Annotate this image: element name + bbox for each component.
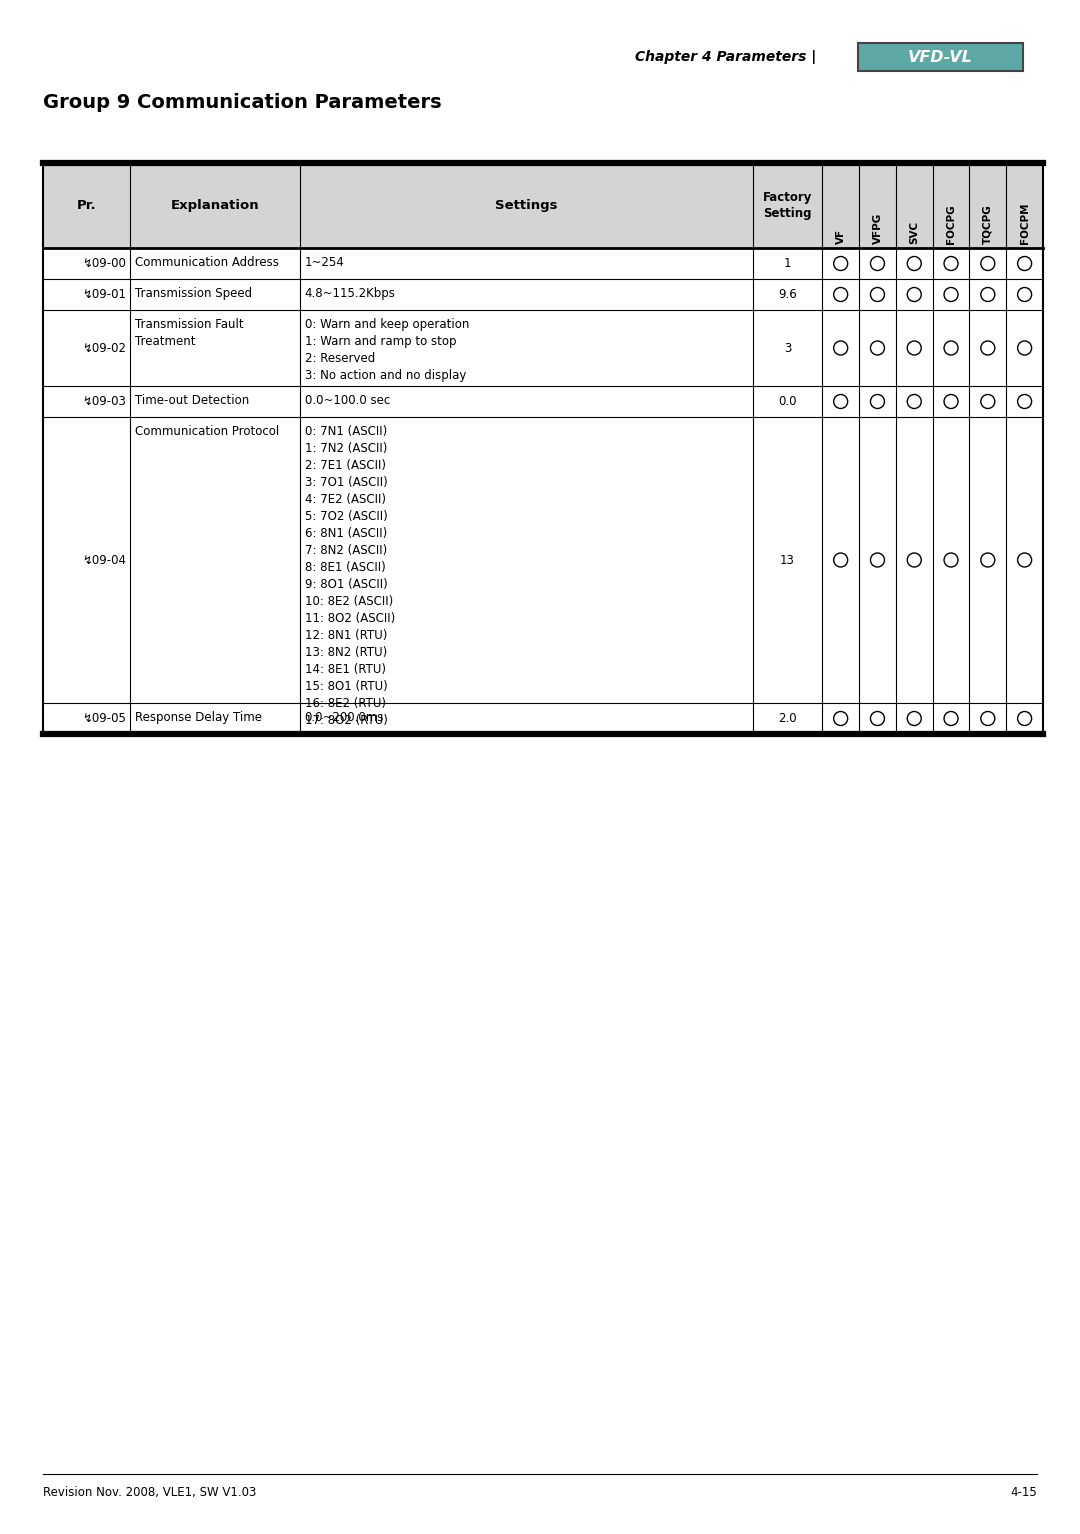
Text: 2.0: 2.0 [778,712,797,726]
Text: TQCPG: TQCPG [983,204,993,244]
Text: 0: 7N1 (ASCII)
1: 7N2 (ASCII)
2: 7E1 (ASCII)
3: 7O1 (ASCII)
4: 7E2 (ASCII)
5: 7O: 0: 7N1 (ASCII) 1: 7N2 (ASCII) 2: 7E1 (AS… [305,425,395,727]
Text: 1~254: 1~254 [305,256,345,268]
Text: Communication Protocol: Communication Protocol [135,425,280,439]
Text: FOCPG: FOCPG [946,204,956,244]
Text: 0.0: 0.0 [779,394,797,408]
Text: FOCPM: FOCPM [1020,202,1029,244]
Text: Communication Address: Communication Address [135,256,279,268]
Text: 9.6: 9.6 [778,288,797,301]
Text: VFD-VL: VFD-VL [908,49,973,64]
Bar [43,249,1043,279]
Text: Transmission Speed: Transmission Speed [135,287,253,301]
Text: ↯09-00: ↯09-00 [82,258,126,270]
Text: 13: 13 [780,554,795,566]
Text: Time-out Detection: Time-out Detection [135,394,249,407]
Text: Transmission Fault
Treatment: Transmission Fault Treatment [135,318,244,348]
Text: Settings: Settings [495,199,557,212]
Text: 4.8~115.2Kbps: 4.8~115.2Kbps [305,287,395,301]
Bar [43,703,1043,733]
Text: 3: 3 [784,342,792,354]
Bar [43,387,1043,417]
Bar [43,310,1043,387]
Bar [43,279,1043,310]
Text: ↯09-03: ↯09-03 [82,394,126,408]
Text: ↯09-01: ↯09-01 [82,288,126,301]
Bar [43,417,1043,703]
Text: Group 9 Communication Parameters: Group 9 Communication Parameters [43,92,442,112]
Text: VF: VF [836,229,846,244]
Text: ↯09-05: ↯09-05 [82,712,126,726]
Text: Pr.: Pr. [77,199,96,212]
Text: 0: Warn and keep operation
1: Warn and ramp to stop
2: Reserved
3: No action and: 0: Warn and keep operation 1: Warn and r… [305,318,469,382]
Text: ↯09-02: ↯09-02 [82,342,126,354]
Text: Response Delay Time: Response Delay Time [135,710,262,724]
Text: SVC: SVC [909,221,919,244]
Text: 1: 1 [784,258,792,270]
FancyBboxPatch shape [858,43,1023,71]
Text: Revision Nov. 2008, VLE1, SW V1.03: Revision Nov. 2008, VLE1, SW V1.03 [43,1486,256,1499]
Text: ↯09-04: ↯09-04 [82,554,126,566]
Text: 4-15: 4-15 [1010,1486,1037,1499]
Text: 0.0~200.0ms: 0.0~200.0ms [305,710,383,724]
Text: Chapter 4 Parameters |: Chapter 4 Parameters | [635,51,816,64]
Bar [43,163,1043,249]
Text: Explanation: Explanation [171,199,259,212]
Text: Factory
Setting: Factory Setting [762,192,812,219]
Text: VFPG: VFPG [873,213,882,244]
Text: 0.0~100.0 sec: 0.0~100.0 sec [305,394,390,407]
